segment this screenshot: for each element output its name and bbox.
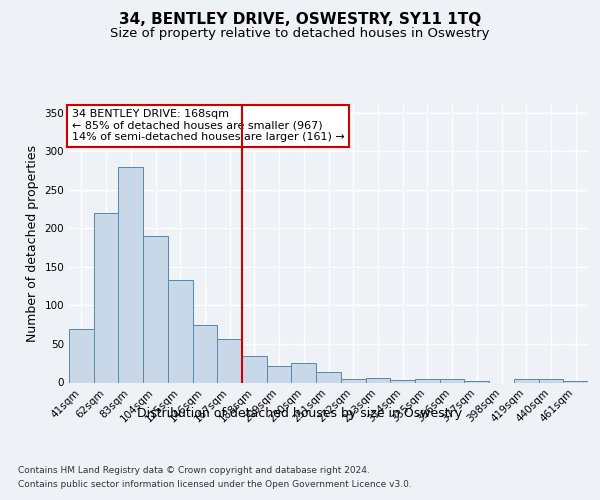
Bar <box>341 378 365 382</box>
Bar <box>539 378 563 382</box>
Bar <box>168 280 193 382</box>
Text: Distribution of detached houses by size in Oswestry: Distribution of detached houses by size … <box>137 408 463 420</box>
Bar <box>390 380 415 382</box>
Bar <box>415 380 440 382</box>
Bar <box>118 166 143 382</box>
Bar <box>143 236 168 382</box>
Text: Contains HM Land Registry data © Crown copyright and database right 2024.: Contains HM Land Registry data © Crown c… <box>18 466 370 475</box>
Bar <box>69 328 94 382</box>
Bar <box>365 378 390 382</box>
Text: Contains public sector information licensed under the Open Government Licence v3: Contains public sector information licen… <box>18 480 412 489</box>
Bar <box>193 326 217 382</box>
Y-axis label: Number of detached properties: Number of detached properties <box>26 145 39 342</box>
Bar <box>464 381 489 382</box>
Bar <box>563 381 588 382</box>
Bar <box>514 380 539 382</box>
Bar <box>267 366 292 382</box>
Bar <box>316 372 341 382</box>
Text: 34, BENTLEY DRIVE, OSWESTRY, SY11 1TQ: 34, BENTLEY DRIVE, OSWESTRY, SY11 1TQ <box>119 12 481 28</box>
Bar <box>440 378 464 382</box>
Text: 34 BENTLEY DRIVE: 168sqm
← 85% of detached houses are smaller (967)
14% of semi-: 34 BENTLEY DRIVE: 168sqm ← 85% of detach… <box>71 109 344 142</box>
Bar <box>94 213 118 382</box>
Bar <box>292 363 316 382</box>
Text: Size of property relative to detached houses in Oswestry: Size of property relative to detached ho… <box>110 28 490 40</box>
Bar <box>242 356 267 382</box>
Bar <box>217 338 242 382</box>
